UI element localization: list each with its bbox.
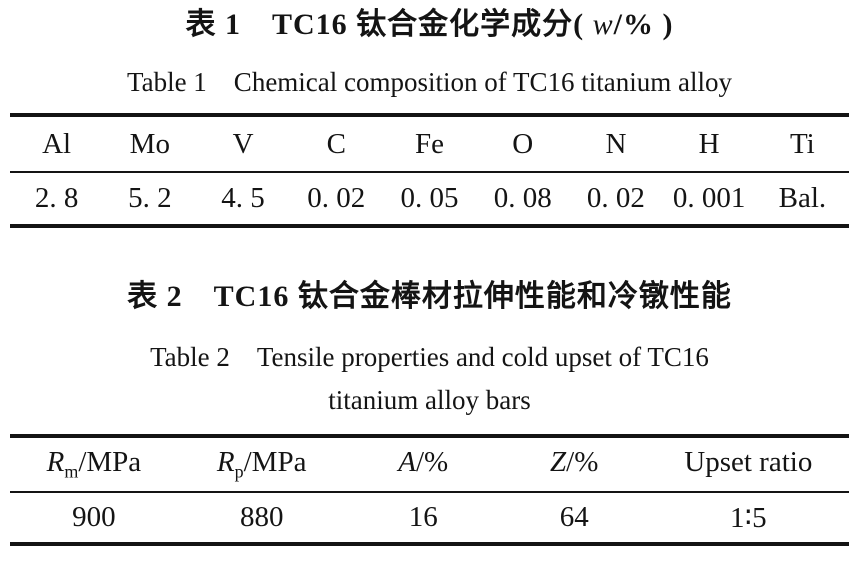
table2-caption-zh: 表 2 TC16 钛合金棒材拉伸性能和冷镦性能 [127, 280, 732, 313]
table2-value-a: 16 [408, 501, 438, 533]
table2-header-row: Rm/MPa Rp/MPa A/% Z/% Upset ratio [10, 436, 849, 492]
table1-value-ti: Bal. [778, 182, 827, 214]
table1-header-h: H [698, 127, 720, 160]
table1-caption-zh-pre: 表 1 TC16 钛合金化学成分( [185, 8, 593, 41]
table2-value-rm: 900 [72, 501, 116, 533]
table2-header-a: A/% [398, 446, 449, 479]
table1-header-al: Al [42, 127, 72, 160]
table2-header-upset-ratio: Upset ratio [684, 446, 813, 479]
table1-caption-zh: 表 1 TC16 钛合金化学成分( w/% ) [10, 6, 849, 44]
table1-header-fe: Fe [414, 127, 444, 160]
table1-header-mo: Mo [129, 127, 170, 160]
table2-value-upset-ratio: 1∶5 [730, 502, 767, 534]
table1: Al Mo V C Fe O N H Ti 2. 8 5. 2 4. 5 0. … [10, 113, 849, 228]
table2-header-z: Z/% [550, 446, 599, 479]
table1-header-o: O [512, 127, 534, 160]
table1-value-h: 0. 001 [672, 182, 746, 214]
table2-header-rp: Rp/MPa [216, 446, 307, 482]
table2-value-z: 64 [559, 501, 589, 533]
table2-caption-en-line1: Table 2 Tensile properties and cold upse… [150, 342, 709, 372]
table1-data-row: 2. 8 5. 2 4. 5 0. 02 0. 05 0. 08 0. 02 0… [10, 172, 849, 226]
table1-header-ti: Ti [789, 127, 815, 160]
table1-value-n: 0. 02 [586, 182, 645, 214]
table1-caption-en: Table 1 Chemical composition of TC16 tit… [126, 67, 733, 97]
table1-header-n: N [605, 127, 627, 160]
table1-value-o: 0. 08 [493, 182, 552, 214]
table1-header-v: V [232, 127, 254, 160]
table1-block: 表 1 TC16 钛合金化学成分( w/% ) Table 1 Chemical… [10, 6, 849, 228]
table1-value-v: 4. 5 [221, 182, 265, 214]
table2-caption-en: Table 2 Tensile properties and cold upse… [10, 336, 849, 422]
table1-value-fe: 0. 05 [400, 182, 459, 214]
table1-header-row: Al Mo V C Fe O N H Ti [10, 115, 849, 172]
table1-caption-zh-post: /% ) [613, 8, 674, 41]
table2-data-row: 900 880 16 64 1∶5 [10, 492, 849, 544]
table1-header-c: C [326, 127, 346, 160]
table2-header-rm: Rm/MPa [46, 446, 142, 482]
table2-block: 表 2 TC16 钛合金棒材拉伸性能和冷镦性能 Table 2 Tensile … [10, 278, 849, 546]
table1-value-al: 2. 8 [34, 182, 79, 214]
table1-value-c: 0. 02 [307, 182, 366, 214]
table1-value-mo: 5. 2 [128, 182, 172, 214]
table2-value-rp: 880 [239, 501, 284, 533]
table1-caption-zh-variable: w [592, 8, 614, 41]
table2-caption-en-line2: titanium alloy bars [328, 385, 531, 415]
table2: Rm/MPa Rp/MPa A/% Z/% Upset ratio 900 88… [10, 434, 849, 546]
